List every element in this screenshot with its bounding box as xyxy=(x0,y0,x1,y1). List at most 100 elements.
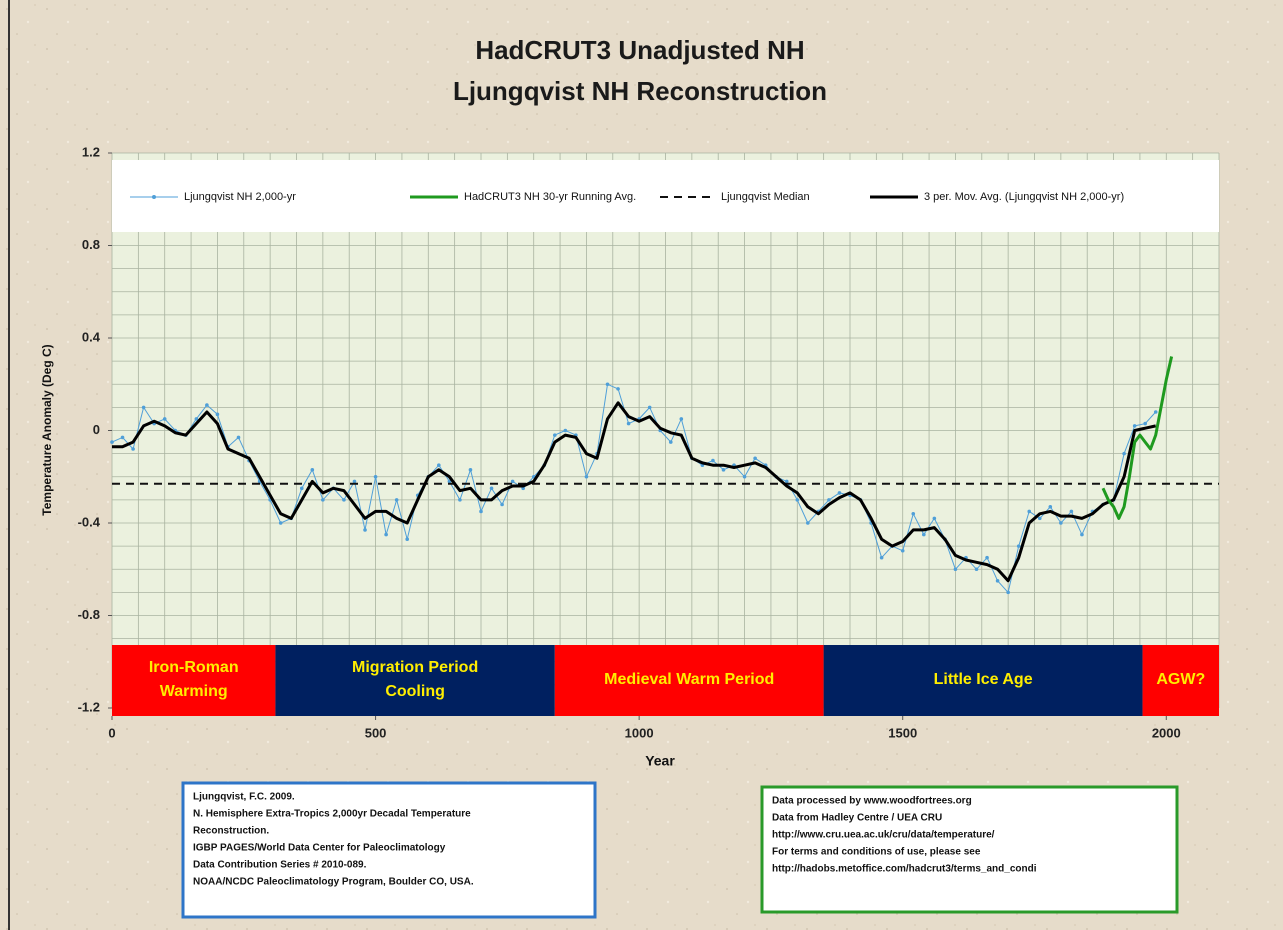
point xyxy=(742,474,747,479)
y-tick-label: -1.2 xyxy=(78,699,100,714)
series-line xyxy=(1101,356,1174,520)
period-label: Migration Period xyxy=(352,659,478,676)
period-label: Warming xyxy=(160,683,228,700)
point xyxy=(827,498,831,502)
point xyxy=(162,417,167,421)
note-line: http://www.cru.uea.ac.uk/cru/data/temper… xyxy=(772,830,995,841)
point xyxy=(563,428,568,433)
point xyxy=(679,417,684,421)
chart-title: HadCRUT3 Unadjusted NH xyxy=(475,35,804,65)
point xyxy=(384,532,388,537)
note-line: For terms and conditions of use, please … xyxy=(772,847,981,858)
notes: Ljungqvist, F.C. 2009. N. Hemisphere Extr… xyxy=(181,781,1179,919)
point xyxy=(553,433,557,437)
note-line: Reconstruction. xyxy=(193,826,269,837)
point xyxy=(647,405,652,410)
point xyxy=(584,474,589,479)
period-band xyxy=(823,645,1143,716)
point xyxy=(447,479,452,484)
point xyxy=(1069,509,1074,514)
point xyxy=(1006,590,1010,595)
period-band xyxy=(554,645,824,716)
note-line: Data processed by www.woodfortrees.org xyxy=(772,796,972,807)
note-line: N. Hemisphere Extra-Tropics 2,000yr Deca… xyxy=(193,809,471,820)
point xyxy=(753,456,757,461)
point xyxy=(1027,509,1032,514)
period-label: Medieval Warm Period xyxy=(604,671,774,688)
point xyxy=(468,468,473,472)
note-line: Data from Hadley Centre / UEA CRU xyxy=(772,813,942,824)
legend-label: 3 per. Mov. Avg. (Ljungqvist NH 2,000-yr… xyxy=(924,191,1124,203)
point xyxy=(1132,424,1137,428)
series xyxy=(110,356,1219,595)
period-label: Little Ice Age xyxy=(934,671,1033,688)
point xyxy=(668,440,673,444)
legend-label: Ljungqvist Median xyxy=(721,191,810,203)
axes: -1.2 -0.8 -0.4 0 0.4 0.8 1.2 0 500 1000 1500 2000 xyxy=(78,144,1181,740)
point xyxy=(1122,451,1126,456)
y-tick-label: -0.8 xyxy=(78,607,100,622)
point xyxy=(784,479,789,484)
period-band xyxy=(1142,645,1219,716)
point xyxy=(479,509,483,514)
y-axis-label: Temperature Anomaly (Deg C) xyxy=(40,344,54,515)
point xyxy=(900,548,905,553)
point xyxy=(1080,532,1084,537)
point xyxy=(299,486,304,491)
legend: Ljungqvist NH 2,000-yr HadCRUT3 NH 30-yr … xyxy=(130,191,1124,203)
point xyxy=(837,491,842,495)
legend-marker xyxy=(152,195,156,199)
point xyxy=(394,498,399,502)
y-tick-label: -0.4 xyxy=(78,514,101,529)
point xyxy=(626,421,631,426)
point xyxy=(879,555,884,560)
legend-label: Ljungqvist NH 2,000-yr xyxy=(184,191,296,203)
point xyxy=(795,498,800,502)
y-tick-label: 1.2 xyxy=(82,144,100,159)
period-band xyxy=(275,645,555,716)
point xyxy=(1037,516,1042,521)
note-line: NOAA/NCDC Paleoclimatology Program, Boul… xyxy=(193,877,474,888)
x-tick-label: 1500 xyxy=(888,725,917,740)
x-axis-label: Year xyxy=(645,753,675,769)
y-tick-label: 0.4 xyxy=(82,329,101,344)
point xyxy=(985,555,989,560)
point xyxy=(721,468,726,472)
note-box xyxy=(181,781,597,919)
point xyxy=(616,387,620,391)
point xyxy=(922,532,926,537)
point xyxy=(995,579,1000,583)
period-label: Cooling xyxy=(385,683,445,700)
point xyxy=(141,405,146,410)
point xyxy=(437,463,441,467)
y-tick-label: 0 xyxy=(93,422,100,437)
point xyxy=(310,468,315,472)
point xyxy=(236,435,241,440)
point xyxy=(953,567,958,572)
x-tick-label: 0 xyxy=(108,725,115,740)
x-tick-label: 1000 xyxy=(625,725,654,740)
y-tick-label: 0.8 xyxy=(82,237,100,252)
point xyxy=(1059,521,1063,525)
legend-label: HadCRUT3 NH 30-yr Running Avg. xyxy=(464,191,636,203)
period-band xyxy=(112,645,276,716)
point xyxy=(1016,544,1021,548)
period-label: Iron-Roman xyxy=(149,659,239,676)
point xyxy=(215,412,220,417)
point xyxy=(500,502,504,507)
point xyxy=(711,458,715,463)
series-line xyxy=(112,401,1157,583)
point xyxy=(605,382,610,387)
point xyxy=(1153,410,1158,414)
periods: Iron-Roman Warming Migration Period Cooling… xyxy=(112,645,1219,716)
point xyxy=(932,516,937,521)
point xyxy=(205,403,209,407)
period-label: AGW? xyxy=(1156,671,1205,688)
point xyxy=(405,537,410,541)
point xyxy=(110,440,114,444)
note-box xyxy=(760,785,1179,914)
point xyxy=(342,498,346,502)
x-tick-label: 2000 xyxy=(1152,725,1181,740)
point xyxy=(806,521,810,525)
